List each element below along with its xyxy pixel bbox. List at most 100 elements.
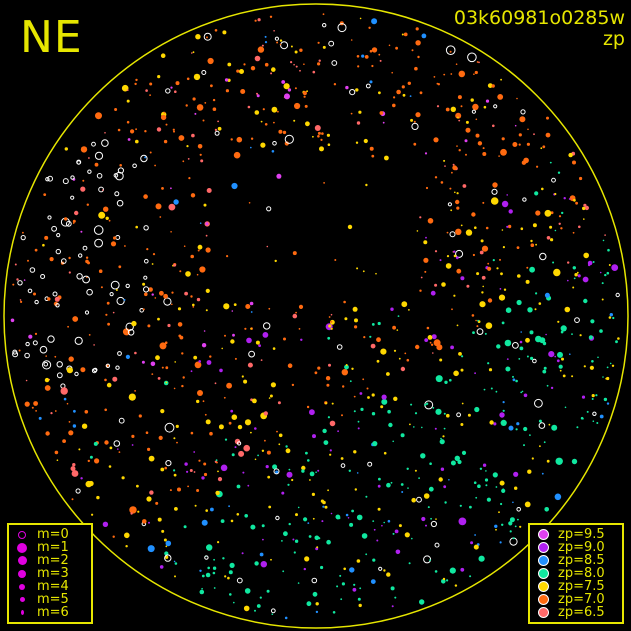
star-point [213, 558, 216, 561]
star-point [335, 514, 341, 520]
star-point [224, 438, 228, 441]
star-point [29, 267, 36, 273]
star-point [563, 197, 566, 200]
star-point [572, 286, 575, 289]
star-point [244, 588, 251, 594]
star-point [187, 485, 190, 488]
star-point [42, 243, 45, 247]
star-point [573, 198, 576, 202]
star-point [17, 280, 23, 286]
star-point [108, 465, 112, 468]
star-point [184, 291, 189, 296]
star-point [376, 337, 381, 343]
star-point [108, 219, 111, 222]
star-point [549, 161, 552, 164]
star-point [174, 361, 176, 363]
star-point [282, 570, 285, 573]
star-point [464, 139, 468, 143]
zp-color-swatch-icon [536, 555, 550, 566]
star-point [244, 514, 248, 518]
star-point [555, 457, 563, 465]
star-point [209, 355, 212, 358]
star-point [401, 491, 404, 493]
star-point [130, 129, 135, 134]
star-point [521, 390, 524, 393]
star-point [413, 426, 415, 428]
star-point [72, 463, 76, 467]
star-point [477, 319, 479, 322]
star-point [214, 382, 217, 385]
star-point [454, 191, 456, 194]
star-point [330, 327, 333, 330]
star-point [375, 272, 377, 275]
star-point [228, 421, 232, 425]
star-point [47, 297, 51, 301]
star-point [88, 157, 90, 159]
star-point [328, 324, 332, 328]
star-point [599, 414, 604, 419]
star-point [400, 483, 404, 486]
star-point [85, 259, 89, 264]
star-point [158, 435, 163, 440]
star-point [181, 352, 184, 355]
star-point [129, 506, 137, 514]
star-point [512, 375, 514, 378]
star-point [194, 112, 197, 115]
star-point [414, 469, 417, 472]
zp-color-swatch-icon [536, 529, 550, 540]
star-point [612, 316, 615, 320]
corner-label: NE [20, 12, 83, 63]
star-point [205, 572, 211, 578]
magnitude-marker-icon [15, 569, 29, 578]
star-point [205, 309, 208, 312]
star-point [322, 505, 325, 508]
star-point [182, 160, 185, 163]
star-point [80, 186, 86, 192]
star-point [436, 105, 440, 108]
star-point [371, 393, 375, 397]
star-point [551, 424, 558, 431]
star-point [370, 579, 376, 584]
star-point [161, 529, 165, 533]
star-point [491, 84, 495, 88]
star-point [398, 524, 402, 528]
star-point [425, 402, 429, 405]
star-point [134, 351, 137, 355]
star-point [337, 23, 347, 33]
star-point [164, 466, 167, 470]
star-point [430, 517, 432, 520]
star-point [241, 375, 244, 378]
star-point [404, 352, 407, 355]
star-point [349, 522, 354, 527]
star-point [378, 53, 381, 56]
star-point [175, 424, 179, 428]
star-point [474, 534, 476, 536]
star-point [294, 539, 299, 543]
star-point [386, 372, 390, 376]
star-point [541, 472, 544, 475]
star-point [307, 459, 310, 462]
star-point [281, 540, 283, 542]
star-point [328, 40, 335, 47]
star-point [363, 336, 366, 339]
star-point [444, 380, 448, 384]
star-point [272, 464, 278, 470]
star-point [190, 370, 193, 373]
star-point [446, 255, 450, 258]
star-point [394, 529, 399, 534]
star-point [231, 453, 235, 457]
star-point [343, 300, 346, 304]
star-point [272, 141, 277, 146]
star-point [113, 173, 119, 178]
star-point [474, 372, 476, 375]
star-point [542, 369, 547, 374]
star-point [359, 587, 362, 590]
star-point [187, 158, 190, 160]
star-point [489, 420, 494, 425]
star-point [402, 93, 406, 97]
star-point [170, 86, 173, 89]
star-point [95, 112, 102, 120]
star-point [505, 307, 512, 314]
star-point [553, 268, 561, 277]
